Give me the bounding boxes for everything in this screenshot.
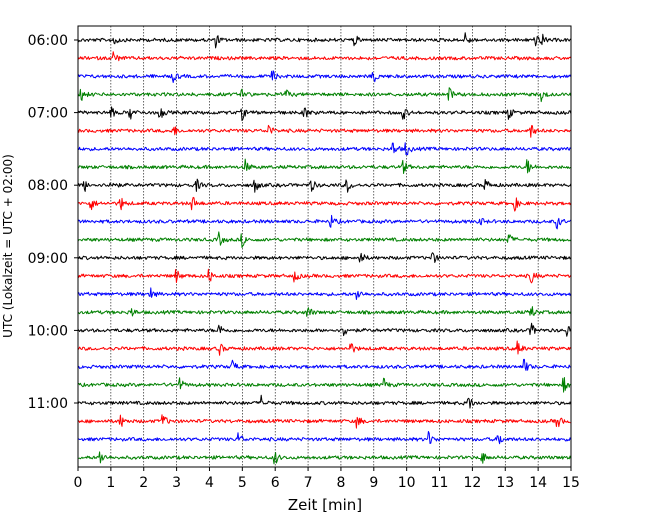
trace-0845	[77, 231, 572, 248]
y-tick-label: 10:00	[28, 323, 68, 339]
trace-1130	[77, 431, 572, 445]
y-tick-label: 06:00	[28, 33, 68, 49]
trace-0745	[77, 158, 572, 174]
trace-0915	[77, 268, 572, 284]
trace-0615	[77, 51, 572, 62]
trace-0930	[77, 287, 572, 300]
trace-0715	[77, 124, 572, 138]
y-axis-ticks: 06:00 07:00 08:00 09:00 10:00 11:00	[28, 33, 78, 412]
trace-0900	[77, 252, 572, 263]
x-tick-label: 5	[238, 475, 247, 491]
x-tick-label: 14	[529, 475, 547, 491]
trace-1145	[77, 451, 572, 465]
vertical-gridlines	[110, 26, 539, 467]
trace-1015	[77, 340, 572, 356]
x-tick-label: 0	[74, 475, 83, 491]
trace-0730	[77, 142, 572, 156]
x-tick-label: 1	[106, 475, 115, 491]
x-tick-label: 3	[172, 475, 181, 491]
x-tick-label: 9	[369, 475, 378, 491]
trace-0600	[77, 32, 572, 49]
x-tick-label: 4	[205, 475, 214, 491]
trace-1115	[77, 414, 571, 429]
trace-0645	[77, 87, 572, 103]
x-tick-label: 8	[336, 475, 345, 491]
x-tick-label: 15	[562, 475, 580, 491]
x-axis-ticks: 0 1 2 3 4 5 6 7 8 9 10 11 12 13 14 15	[74, 467, 580, 491]
x-tick-label: 7	[304, 475, 313, 491]
seismic-traces	[77, 32, 572, 465]
y-tick-label: 07:00	[28, 106, 68, 122]
trace-1030	[77, 358, 571, 371]
y-tick-label: 08:00	[28, 178, 68, 194]
axes-frame	[77, 25, 572, 468]
trace-0630	[77, 70, 572, 83]
trace-1045	[77, 377, 571, 393]
x-tick-label: 11	[431, 475, 449, 491]
trace-0945	[77, 306, 572, 317]
x-tick-label: 6	[271, 475, 280, 491]
x-axis-label: Zeit [min]	[288, 496, 362, 514]
y-tick-label: 11:00	[28, 396, 68, 412]
x-tick-label: 12	[463, 475, 481, 491]
trace-1100	[77, 394, 572, 409]
y-axis-label: UTC (Lokalzeit = UTC + 02:00)	[1, 154, 15, 338]
trace-0800	[77, 178, 572, 193]
x-tick-label: 10	[398, 475, 416, 491]
trace-0700	[77, 106, 572, 122]
trace-0815	[77, 196, 572, 212]
trace-0830	[77, 214, 572, 230]
y-tick-label: 09:00	[28, 251, 68, 267]
x-tick-label: 13	[496, 475, 514, 491]
x-tick-label: 2	[139, 475, 148, 491]
trace-1000	[77, 322, 572, 337]
